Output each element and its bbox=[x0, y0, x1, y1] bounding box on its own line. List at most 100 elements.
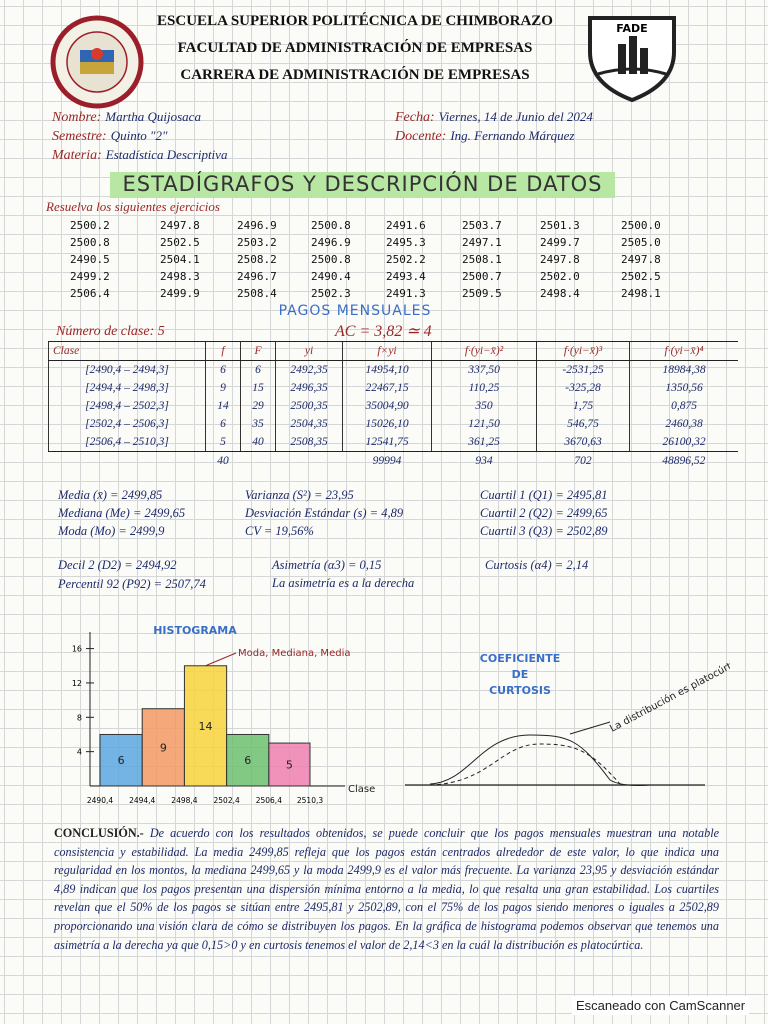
bar bbox=[99, 733, 143, 787]
table-cell: 546,75 bbox=[536, 415, 630, 433]
stat: Moda (Mo) = 2499,9 bbox=[58, 524, 165, 538]
table-cell: 15026,10 bbox=[342, 415, 432, 433]
data-cell: 2497.8 bbox=[160, 219, 200, 232]
info-teacher: Docente: Ing. Fernando Márquez bbox=[395, 127, 574, 145]
data-cell: 2500.2 bbox=[70, 219, 110, 232]
total-cell: 99994 bbox=[372, 455, 402, 467]
header-cell: f×yi bbox=[342, 341, 432, 361]
data-cell: 2500.0 bbox=[621, 219, 661, 232]
stat: Cuartil 2 (Q2) = 2499,65 bbox=[480, 506, 608, 520]
table-cell: 6 bbox=[240, 360, 276, 379]
table-cell: 2508,35 bbox=[275, 433, 343, 452]
x-tick-label: 2506,4 bbox=[256, 796, 282, 805]
total-cell: 40 bbox=[217, 455, 229, 467]
table-cell: 0,875 bbox=[629, 397, 738, 415]
bar bbox=[183, 665, 228, 787]
table-cell: 3670,63 bbox=[536, 433, 630, 452]
table-cell: -325,28 bbox=[536, 379, 630, 397]
label: Docente: bbox=[395, 129, 447, 144]
table-cell: 12541,75 bbox=[342, 433, 432, 452]
table-cell: 35004,90 bbox=[342, 397, 432, 415]
label: Nombre: bbox=[52, 110, 102, 125]
table-cell: 35 bbox=[240, 415, 276, 433]
data-cell: 2501.3 bbox=[540, 219, 580, 232]
table-cell: 2460,38 bbox=[629, 415, 738, 433]
data-cell: 2493.4 bbox=[386, 270, 426, 283]
info-name: Nombre: Martha Quijosaca bbox=[52, 108, 201, 126]
stat: Curtosis (α4) = 2,14 bbox=[485, 558, 589, 572]
bar bbox=[226, 733, 270, 787]
total-cell bbox=[49, 452, 206, 471]
data-cell: 2491.6 bbox=[386, 219, 426, 232]
info-subject: Materia: Estadística Descriptiva bbox=[52, 146, 227, 164]
value: Ing. Fernando Márquez bbox=[450, 128, 575, 143]
bar-label: 6 bbox=[118, 754, 125, 767]
header-cell: f·(yi−x̄)⁴ bbox=[629, 341, 738, 361]
data-cell: 2500.8 bbox=[311, 219, 351, 232]
value: Viernes, 14 de Junio del 2024 bbox=[438, 109, 593, 124]
label: Fecha: bbox=[395, 110, 435, 125]
table-row: [2498,4 – 2502,3] 14 29 2500,35 35004,90 350 1… bbox=[48, 397, 738, 415]
table-row: [2502,4 – 2506,3] 6 35 2504,35 15026,10 121,5… bbox=[48, 415, 738, 433]
histogram-title: HISTOGRAMA bbox=[153, 624, 237, 637]
stat: Desviación Estándar (s) = 4,89 bbox=[245, 506, 404, 520]
kurtosis-title: COEFICIENTE bbox=[480, 652, 560, 665]
x-tick-label: 2502,4 bbox=[214, 796, 240, 805]
data-cell: 2500.7 bbox=[462, 270, 502, 283]
table-row: [2490,4 – 2494,3] 6 6 2492,35 14954,10 337,50… bbox=[48, 360, 738, 379]
table-cell: 14954,10 bbox=[342, 360, 432, 379]
header-cell: f·(yi−x̄)² bbox=[431, 341, 537, 361]
data-cell: 2496.9 bbox=[237, 219, 277, 232]
stat: CV = 19,56% bbox=[245, 524, 314, 538]
table-cell: 1,75 bbox=[536, 397, 630, 415]
table-cell: 15 bbox=[240, 379, 276, 397]
total-cell: 934 bbox=[475, 455, 493, 467]
stat: Media (x̄) = 2499,85 bbox=[58, 488, 163, 502]
table-cell: 2504,35 bbox=[275, 415, 343, 433]
bar-label: 6 bbox=[244, 754, 251, 767]
table-cell: [2494,4 – 2498,3] bbox=[48, 379, 206, 397]
bar-label: 5 bbox=[286, 759, 293, 772]
data-cell: 2503.2 bbox=[237, 236, 277, 249]
logo-text: FADE bbox=[616, 22, 647, 35]
data-cell: 2509.5 bbox=[462, 287, 502, 300]
logo-fade: FADE bbox=[588, 16, 676, 103]
annotation-arrow bbox=[205, 652, 237, 667]
stat: Percentil 92 (P92) = 2507,74 bbox=[58, 577, 206, 591]
table-cell: 2500,35 bbox=[275, 397, 343, 415]
y-tick-label: 8 bbox=[77, 713, 82, 722]
info-date: Fecha: Viernes, 14 de Junio del 2024 bbox=[395, 108, 593, 126]
table-cell: 26100,32 bbox=[629, 433, 738, 452]
table-cell: 6 bbox=[205, 360, 241, 379]
faculty: FACULTAD DE ADMINISTRACIÓN DE EMPRESAS bbox=[177, 40, 533, 56]
table-cell: [2490,4 – 2494,3] bbox=[48, 360, 206, 379]
label: Materia: bbox=[52, 148, 102, 163]
x-tick-label: 2490,4 bbox=[87, 796, 113, 805]
table-cell: -2531,25 bbox=[536, 360, 630, 379]
bar-label: 9 bbox=[160, 741, 167, 754]
career: CARRERA DE ADMINISTRACIÓN DE EMPRESAS bbox=[180, 67, 530, 83]
header-cell: f·(yi−x̄)³ bbox=[536, 341, 630, 361]
conclusion-label: CONCLUSIÓN.- bbox=[54, 826, 144, 840]
x-tick-label: 2498,4 bbox=[171, 796, 197, 805]
kurtosis-title: CURTOSIS bbox=[489, 684, 551, 697]
stat: Varianza (S²) = 23,95 bbox=[245, 488, 354, 502]
data-cell: 2508.1 bbox=[462, 253, 502, 266]
kurtosis-annotation: La distribución es platocúrtica bbox=[608, 653, 730, 734]
data-cell: 2498.4 bbox=[540, 287, 580, 300]
data-cell: 2495.3 bbox=[386, 236, 426, 249]
data-cell: 2502.3 bbox=[311, 287, 351, 300]
data-cell: 2502.5 bbox=[621, 270, 661, 283]
y-tick-label: 12 bbox=[72, 679, 82, 688]
data-cell: 2498.3 bbox=[160, 270, 200, 283]
table-cell: 14 bbox=[205, 397, 241, 415]
data-cell: 2506.4 bbox=[70, 287, 110, 300]
data-cell: 2504.1 bbox=[160, 253, 200, 266]
y-tick-label: 16 bbox=[72, 645, 82, 654]
bar bbox=[268, 742, 311, 787]
data-cell: 2505.0 bbox=[621, 236, 661, 249]
highlight bbox=[110, 172, 615, 198]
label: Semestre: bbox=[52, 129, 107, 144]
